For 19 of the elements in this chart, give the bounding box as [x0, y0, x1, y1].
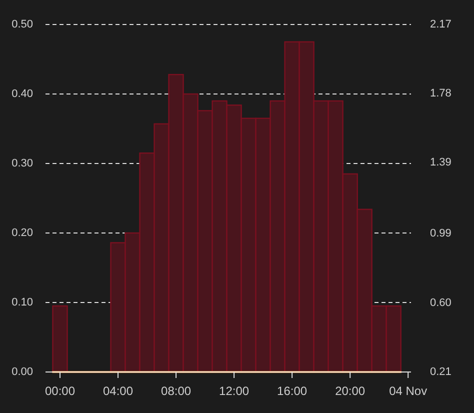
- y-tick-label: 0.30: [12, 157, 33, 170]
- x-tick-label: 20:00: [335, 384, 366, 398]
- y2-tick-label: 1.78: [430, 88, 452, 100]
- x-tick-label: 04:00: [103, 384, 134, 398]
- y-tick-label: 0.50: [12, 18, 33, 30]
- x-tick-label: 08:00: [161, 384, 192, 398]
- y-tick-label: 0.20: [12, 226, 33, 239]
- y2-tick-label: 0.99: [430, 228, 452, 240]
- x-tick-label: 00:00: [44, 384, 76, 398]
- y-tick-label: 0.00: [12, 366, 33, 378]
- y-tick-label: 0.10: [12, 296, 33, 308]
- y2-tick-label: 2.17: [430, 18, 452, 30]
- x-tick-label: 04 Nov: [389, 384, 428, 398]
- y-tick-label: 0.40: [12, 88, 33, 100]
- y2-tick-label: 0.60: [430, 296, 452, 309]
- y2-tick-label: 1.39: [430, 156, 452, 169]
- x-tick-label: 12:00: [219, 384, 250, 398]
- y2-tick-label: 0.21: [430, 366, 452, 378]
- x-tick-label: 16:00: [277, 384, 308, 398]
